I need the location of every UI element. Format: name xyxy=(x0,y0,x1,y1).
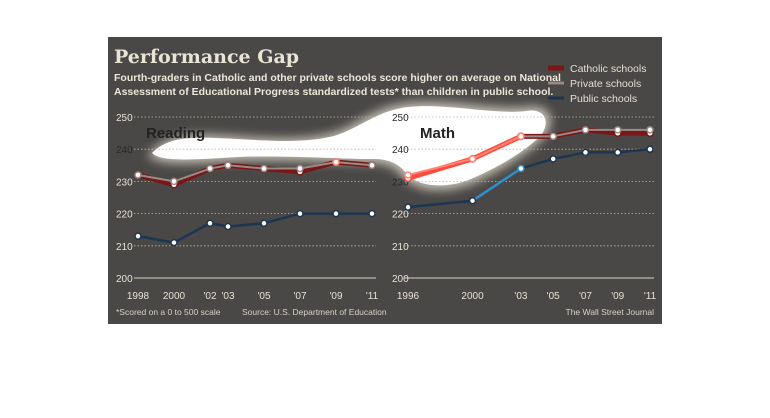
x-tick-label-math-0: 1996 xyxy=(397,291,420,302)
y-tick-label-reading-240: 240 xyxy=(116,145,133,156)
point-reading-public-2 xyxy=(206,219,214,228)
line-segment-reading-private-5 xyxy=(299,161,337,170)
point-math-private-6 xyxy=(646,126,654,134)
line-segment-reading-public-0 xyxy=(136,234,176,244)
point-math-public-5 xyxy=(613,148,622,157)
line-segment-math-public-5 xyxy=(616,147,652,154)
point-reading-private-6 xyxy=(332,158,340,166)
line-segment-reading-public-4 xyxy=(262,212,302,225)
chart-subtitle-line-2: Assessment of Educational Progress stand… xyxy=(114,86,553,98)
highlight-blob xyxy=(148,102,551,191)
point-math-private-5 xyxy=(613,126,622,134)
panel-math: 200 210 220 230 240 250 1996 2000 '03 '05 '07 '09 '1… xyxy=(392,113,657,302)
line-segment-reading-private-3 xyxy=(227,164,265,170)
y-tick-label-reading-220: 220 xyxy=(116,210,133,221)
footnote: *Scored on a 0 to 500 scale xyxy=(116,307,221,317)
line-segment-math-private-3 xyxy=(552,128,587,138)
x-tick-label-reading-0: 1998 xyxy=(127,291,150,302)
point-reading-private-5 xyxy=(296,164,304,173)
point-math-public-6 xyxy=(646,145,654,153)
x-tick-label-math-4: '07 xyxy=(579,291,592,302)
x-tick-label-reading-3: '03 xyxy=(221,291,234,302)
chart-subtitle-line-1: Fourth-graders in Catholic and other pri… xyxy=(114,72,561,84)
point-math-private-3 xyxy=(549,132,557,141)
legend-label-catholic: Catholic schools xyxy=(570,63,646,75)
line-segment-math-private-0 xyxy=(407,157,474,176)
panel-title-math: Math xyxy=(420,125,455,142)
point-reading-public-6 xyxy=(332,209,340,218)
y-tick-label-math-250: 250 xyxy=(392,113,409,124)
y-tick-label-reading-210: 210 xyxy=(116,242,133,253)
point-math-private-2 xyxy=(517,132,525,141)
x-tick-label-reading-1: 2000 xyxy=(163,291,186,302)
line-segment-math-private-1 xyxy=(471,135,522,160)
y-tick-label-reading-200: 200 xyxy=(116,274,133,285)
legend-label-public: Public schools xyxy=(570,93,637,105)
y-tick-label-reading-230: 230 xyxy=(116,177,133,188)
point-reading-private-1 xyxy=(170,177,178,186)
panel-reading: 200 210 220 230 240 250 1998 2000 '02 '03 '05 '07 '0… xyxy=(116,113,379,302)
y-tick-label-math-210: 210 xyxy=(392,242,409,253)
point-reading-private-3 xyxy=(224,161,232,170)
panel-title-reading: Reading xyxy=(146,125,205,142)
line-segment-reading-public-1 xyxy=(172,222,212,244)
line-segment-math-public-3 xyxy=(551,151,587,161)
line-segment-reading-public-3 xyxy=(226,222,266,228)
y-tick-label-math-240: 240 xyxy=(392,145,409,156)
y-tick-label-math-200: 200 xyxy=(392,274,409,285)
chart-panels: 200 210 220 230 240 250 1998 2000 '02 '03 '05 '07 '0… xyxy=(116,113,657,302)
x-tick-label-reading-4: '05 xyxy=(257,291,270,302)
x-tick-label-reading-7: '11 xyxy=(366,291,379,302)
line-segment-reading-private-6 xyxy=(335,161,373,167)
point-reading-public-5 xyxy=(296,209,304,218)
x-tick-label-reading-6: '09 xyxy=(329,291,342,302)
point-math-public-1 xyxy=(468,196,477,205)
x-tick-label-reading-2: '02 xyxy=(203,291,216,302)
legend: Catholic schools Private schools Public … xyxy=(548,63,646,105)
chart-svg: Performance Gap Fourth-graders in Cathol… xyxy=(114,46,657,317)
point-math-private-1 xyxy=(468,155,477,163)
point-math-public-2 xyxy=(517,164,525,173)
point-reading-private-4 xyxy=(260,164,268,173)
point-math-private-4 xyxy=(581,126,590,134)
x-tick-label-math-1: 2000 xyxy=(461,291,484,302)
point-math-private-0 xyxy=(404,171,412,179)
x-tick-label-math-6: '11 xyxy=(644,291,657,302)
point-reading-public-4 xyxy=(260,219,268,228)
x-tick-label-math-5: '09 xyxy=(611,291,624,302)
line-segment-math-public-1 xyxy=(471,167,523,202)
x-tick-label-math-3: '05 xyxy=(547,291,560,302)
line-segment-reading-private-1 xyxy=(173,167,211,183)
point-math-public-0 xyxy=(404,203,412,211)
chart-figure: Performance Gap Fourth-graders in Cathol… xyxy=(108,37,662,324)
source-note: Source: U.S. Department of Education xyxy=(242,307,387,317)
point-math-public-4 xyxy=(581,148,590,157)
point-reading-public-3 xyxy=(224,222,232,231)
point-reading-public-7 xyxy=(368,209,376,218)
point-reading-public-0 xyxy=(134,232,142,240)
line-segment-math-public-0 xyxy=(406,199,474,209)
point-reading-private-2 xyxy=(206,164,214,173)
y-tick-label-reading-250: 250 xyxy=(116,113,133,124)
point-reading-public-1 xyxy=(170,238,178,247)
x-tick-label-reading-5: '07 xyxy=(293,291,306,302)
y-tick-label-math-220: 220 xyxy=(392,210,409,221)
y-tick-label-math-230: 230 xyxy=(392,177,409,188)
credit: The Wall Street Journal xyxy=(566,307,655,317)
legend-label-private: Private schools xyxy=(570,78,641,90)
line-segment-math-public-2 xyxy=(519,157,555,170)
point-math-public-3 xyxy=(549,155,557,163)
point-reading-private-0 xyxy=(134,171,142,179)
point-reading-private-7 xyxy=(368,161,376,170)
chart-title: Performance Gap xyxy=(114,46,299,68)
line-segment-reading-private-0 xyxy=(137,173,175,183)
x-tick-label-math-2: '03 xyxy=(514,291,527,302)
